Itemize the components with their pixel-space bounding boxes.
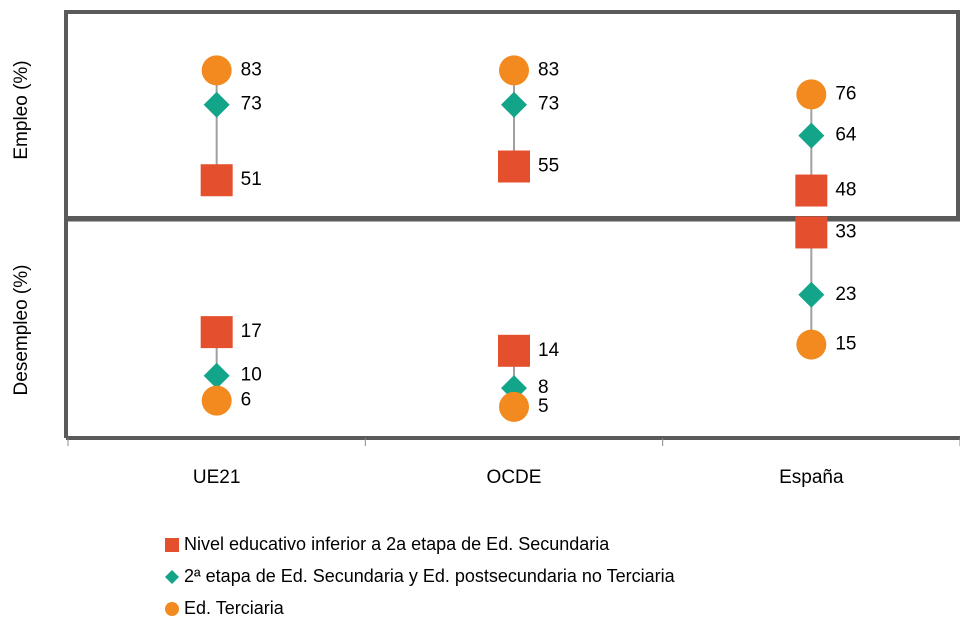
- data-label: 64: [835, 125, 857, 146]
- data-label: 17: [241, 321, 262, 342]
- legend-label: 2ª etapa de Ed. Secundaria y Ed. postsec…: [184, 566, 676, 586]
- square-marker: [795, 174, 828, 207]
- circle-marker: [499, 55, 529, 86]
- legend-marker: [165, 570, 179, 584]
- data-label: 76: [835, 83, 856, 104]
- legend-marker: [165, 538, 179, 552]
- circle-marker: [201, 55, 232, 86]
- square-marker: [795, 216, 828, 249]
- legend-label: Ed. Terciaria: [184, 598, 285, 618]
- square-marker: [498, 334, 530, 367]
- data-label: 8: [538, 377, 549, 398]
- legend-marker: [165, 602, 179, 616]
- data-label: 10: [241, 365, 262, 386]
- diamond-marker: [203, 91, 230, 118]
- square-marker: [200, 316, 233, 349]
- top-panel-frame: [64, 10, 960, 220]
- data-label: 83: [241, 59, 262, 80]
- circle-marker: [201, 385, 232, 416]
- y-axis-label: Empleo (%): [11, 60, 32, 159]
- data-label: 83: [538, 59, 559, 80]
- diamond-marker: [203, 362, 230, 389]
- square-marker: [200, 164, 233, 197]
- circle-marker: [499, 391, 529, 422]
- square-marker: [498, 150, 530, 183]
- diamond-marker: [501, 91, 527, 118]
- x-tick-label: OCDE: [487, 467, 542, 488]
- data-label: 51: [241, 169, 262, 190]
- circle-marker: [796, 329, 827, 360]
- diamond-marker: [798, 281, 825, 308]
- y-axis-label: Desempleo (%): [11, 265, 32, 396]
- data-label: 48: [835, 180, 856, 201]
- data-label: 33: [835, 221, 856, 242]
- data-label: 55: [538, 156, 559, 177]
- data-label: 5: [538, 396, 549, 417]
- diamond-marker: [798, 122, 825, 149]
- legend-label: Nivel educativo inferior a 2a etapa de E…: [184, 534, 610, 554]
- data-label: 73: [241, 94, 262, 115]
- circle-marker: [796, 79, 827, 110]
- x-tick-label: UE21: [193, 467, 241, 488]
- x-tick-label: España: [779, 467, 844, 488]
- data-label: 14: [538, 340, 560, 361]
- data-label: 15: [835, 334, 856, 355]
- data-label: 23: [835, 284, 856, 305]
- data-label: 73: [538, 94, 559, 115]
- data-label: 6: [241, 390, 252, 411]
